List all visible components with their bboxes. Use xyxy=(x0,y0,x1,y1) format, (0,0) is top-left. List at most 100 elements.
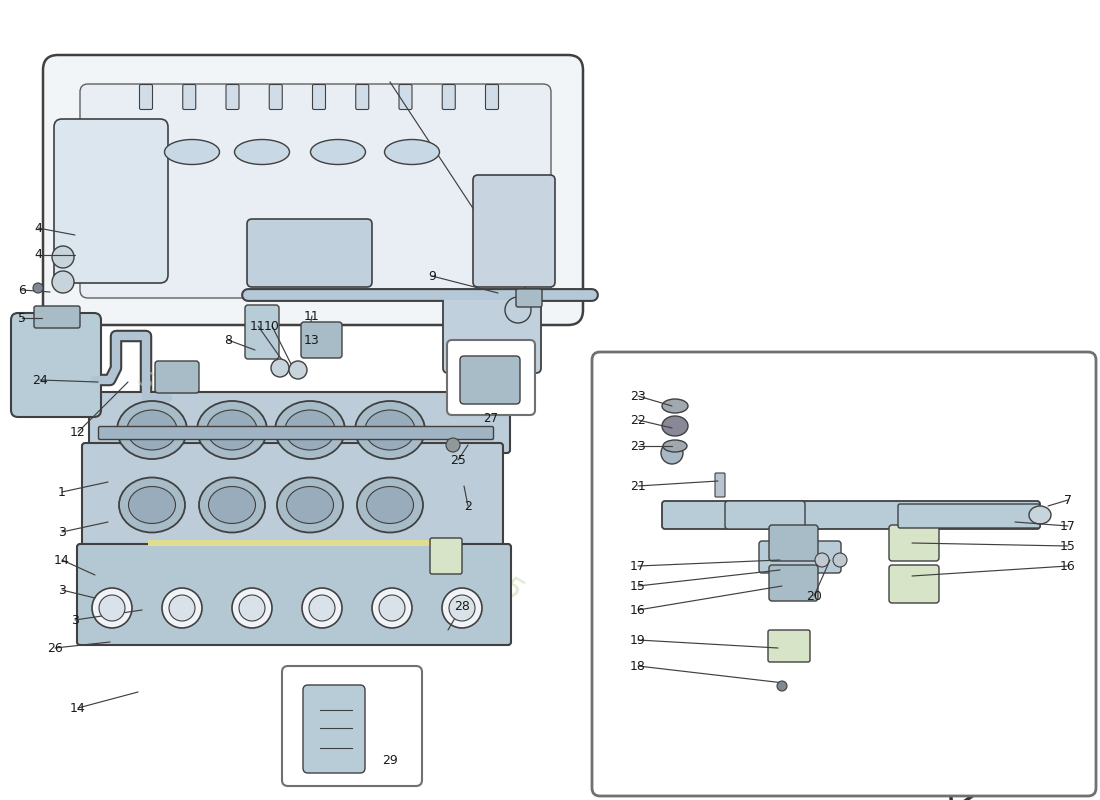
Text: 25: 25 xyxy=(450,454,466,466)
FancyBboxPatch shape xyxy=(442,85,455,110)
Text: 19: 19 xyxy=(630,634,646,646)
Text: 3: 3 xyxy=(58,583,66,597)
Circle shape xyxy=(92,588,132,628)
FancyBboxPatch shape xyxy=(270,85,283,110)
Text: 12: 12 xyxy=(70,426,86,438)
Ellipse shape xyxy=(209,486,255,523)
FancyBboxPatch shape xyxy=(89,392,510,453)
FancyBboxPatch shape xyxy=(473,175,556,287)
Ellipse shape xyxy=(126,410,177,450)
Ellipse shape xyxy=(1028,506,1050,524)
Text: 29: 29 xyxy=(382,754,398,766)
FancyBboxPatch shape xyxy=(34,306,80,328)
Ellipse shape xyxy=(275,401,345,459)
FancyBboxPatch shape xyxy=(226,85,239,110)
Circle shape xyxy=(505,297,531,323)
Text: 21: 21 xyxy=(630,479,646,493)
Text: 11: 11 xyxy=(250,319,266,333)
Text: supplier for parts since 1985: supplier for parts since 1985 xyxy=(133,363,527,607)
Text: 28: 28 xyxy=(454,599,470,613)
Text: supplier for parts since 1985: supplier for parts since 1985 xyxy=(681,486,979,638)
Circle shape xyxy=(162,588,202,628)
Polygon shape xyxy=(866,694,1036,800)
Text: 11: 11 xyxy=(304,310,320,322)
Ellipse shape xyxy=(663,440,688,452)
FancyBboxPatch shape xyxy=(460,356,520,404)
Ellipse shape xyxy=(117,401,187,459)
Circle shape xyxy=(239,595,265,621)
FancyBboxPatch shape xyxy=(282,666,422,786)
Ellipse shape xyxy=(365,410,415,450)
Circle shape xyxy=(833,553,847,567)
Circle shape xyxy=(302,588,342,628)
Ellipse shape xyxy=(199,478,265,533)
Text: 13: 13 xyxy=(304,334,320,346)
Ellipse shape xyxy=(197,401,267,459)
FancyBboxPatch shape xyxy=(443,295,541,373)
Circle shape xyxy=(52,271,74,293)
Text: 9: 9 xyxy=(428,270,436,282)
Ellipse shape xyxy=(234,139,289,165)
Circle shape xyxy=(169,595,195,621)
Ellipse shape xyxy=(358,478,424,533)
Ellipse shape xyxy=(119,478,185,533)
FancyBboxPatch shape xyxy=(769,565,818,601)
Text: 5: 5 xyxy=(18,311,26,325)
FancyBboxPatch shape xyxy=(11,313,101,417)
Ellipse shape xyxy=(129,486,176,523)
Circle shape xyxy=(372,588,412,628)
Ellipse shape xyxy=(366,486,414,523)
FancyBboxPatch shape xyxy=(148,540,438,546)
FancyBboxPatch shape xyxy=(447,340,535,415)
Circle shape xyxy=(309,595,336,621)
FancyBboxPatch shape xyxy=(399,85,412,110)
Text: 26: 26 xyxy=(47,642,63,654)
FancyBboxPatch shape xyxy=(769,525,818,561)
FancyBboxPatch shape xyxy=(485,85,498,110)
Ellipse shape xyxy=(355,401,425,459)
Circle shape xyxy=(379,595,405,621)
Text: 2: 2 xyxy=(464,499,472,513)
Text: 8: 8 xyxy=(224,334,232,346)
Text: 17: 17 xyxy=(630,559,646,573)
Circle shape xyxy=(52,246,74,268)
Text: 3: 3 xyxy=(72,614,79,626)
FancyBboxPatch shape xyxy=(99,426,494,439)
Text: 16: 16 xyxy=(1060,559,1076,573)
FancyBboxPatch shape xyxy=(183,85,196,110)
FancyBboxPatch shape xyxy=(43,55,583,325)
FancyBboxPatch shape xyxy=(77,544,512,645)
Ellipse shape xyxy=(285,410,336,450)
Text: 20: 20 xyxy=(806,590,822,602)
FancyBboxPatch shape xyxy=(592,352,1096,796)
FancyBboxPatch shape xyxy=(898,504,1040,528)
Ellipse shape xyxy=(165,139,220,165)
Circle shape xyxy=(271,359,289,377)
Circle shape xyxy=(289,361,307,379)
FancyBboxPatch shape xyxy=(355,85,368,110)
FancyBboxPatch shape xyxy=(715,473,725,497)
Ellipse shape xyxy=(385,139,440,165)
Circle shape xyxy=(815,553,829,567)
FancyBboxPatch shape xyxy=(245,305,279,359)
Circle shape xyxy=(449,595,475,621)
Text: 6: 6 xyxy=(18,283,26,297)
Text: 7: 7 xyxy=(1064,494,1072,506)
Ellipse shape xyxy=(277,478,343,533)
Circle shape xyxy=(446,438,460,452)
FancyBboxPatch shape xyxy=(155,361,199,393)
Text: 15: 15 xyxy=(1060,539,1076,553)
Text: 27: 27 xyxy=(484,412,498,425)
FancyBboxPatch shape xyxy=(516,289,542,307)
Ellipse shape xyxy=(207,410,257,450)
FancyBboxPatch shape xyxy=(662,501,1040,529)
FancyBboxPatch shape xyxy=(82,443,503,551)
Text: 22: 22 xyxy=(630,414,646,426)
Circle shape xyxy=(777,681,786,691)
FancyBboxPatch shape xyxy=(54,119,168,283)
Text: 14: 14 xyxy=(70,702,86,714)
Text: 4: 4 xyxy=(34,249,42,262)
FancyBboxPatch shape xyxy=(301,322,342,358)
Circle shape xyxy=(442,588,482,628)
FancyBboxPatch shape xyxy=(302,685,365,773)
